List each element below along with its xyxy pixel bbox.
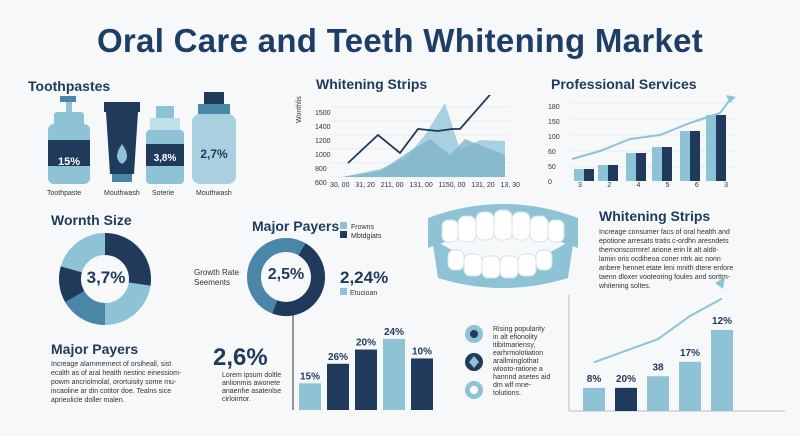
mid-bar — [355, 349, 377, 410]
product-label-2: Mouthwash — [104, 190, 140, 197]
strips-area-chart — [330, 95, 510, 178]
mouthwash-bottle-icon — [192, 92, 236, 184]
mid-bar — [299, 383, 321, 410]
right-bar-label: 20% — [616, 374, 636, 385]
product-illustrations — [48, 92, 236, 184]
payers-center-value: 2,5% — [267, 266, 305, 283]
whitening-text-heading: Whitening Strips — [599, 208, 711, 224]
stat-description: Lorem ipsum doltle anlionmis awonete anaen… — [222, 372, 282, 403]
right-bar — [583, 387, 605, 411]
product-badge-4: 2,7% — [200, 147, 228, 161]
mid-bar-chart: 15% 26% 20% 24% 10% — [292, 310, 433, 410]
strips-trend-line — [347, 95, 491, 164]
professional-trend-line — [571, 96, 733, 160]
wornth-heading: Wornth Size — [51, 212, 132, 228]
soterie-bottle-icon — [146, 106, 184, 184]
wornth-center-value: 3,7% — [86, 268, 126, 287]
stat-value: 2,6% — [213, 344, 268, 371]
page-title: Oral Care and Teeth Whitening Market — [96, 22, 704, 59]
right-bar — [679, 361, 701, 411]
right-bar — [615, 387, 637, 411]
mid-bar-label: 20% — [356, 338, 376, 349]
product-label-1: Toothpaste — [47, 190, 82, 197]
whitening-text-body: Increage consumer facs of oral health an… — [599, 229, 734, 290]
major-payers-text-heading: Major Payers — [51, 341, 139, 357]
payers-legend: Frowns Mbtdgiats — [340, 222, 381, 240]
mid-bar — [411, 358, 433, 410]
right-bar-label: 38 — [652, 362, 664, 373]
wornth-donut-chart — [59, 233, 151, 325]
product-label-3: Soterie — [152, 190, 175, 197]
payers-donut-chart — [247, 238, 325, 316]
right-bar-label: 8% — [587, 374, 602, 385]
feature-list: Rising popularity in alt efionolity itibit… — [493, 326, 551, 397]
mouthwash-tube-icon — [104, 102, 140, 182]
strips-yticks: 1500 1400 1200 1000 800 600 — [315, 110, 331, 187]
professional-heading: Professional Services — [551, 76, 697, 92]
right-bar-label: 17% — [680, 348, 700, 359]
right-bar-label: 12% — [712, 316, 732, 327]
product-badge-3: 3,8% — [153, 153, 177, 164]
product-label-4: Mouthwash — [196, 190, 232, 197]
mid-bar-label: 15% — [300, 371, 320, 382]
right-bar — [711, 329, 733, 411]
major-payers-heading: Major Payers — [252, 218, 340, 234]
toothpaste-bottle-icon — [48, 96, 90, 184]
mid-bar — [383, 338, 405, 410]
feature-icons — [465, 325, 483, 399]
mid-bar-label: 26% — [328, 352, 348, 363]
strips-ylabel: Wonthlis — [296, 96, 303, 123]
strips-chart-heading: Whitening Strips — [316, 76, 428, 92]
right-bar-chart: 8% 20% 38 17% 12% — [568, 277, 785, 412]
product-badge-1: 15% — [57, 156, 81, 168]
right-bar — [647, 376, 669, 411]
strips-xticks: 30, 00 31, 20 211, 00 131, 00 1150, 00 131, 2… — [330, 182, 520, 189]
payers-stat-label: Etucioan — [340, 288, 377, 297]
growth-rate-label: Growth Rate Seements — [194, 268, 239, 287]
major-payers-text-body: Increage alarnmernect of orsiheall, sist… — [51, 361, 182, 404]
teeth-illustration — [428, 204, 578, 288]
professional-yticks: 180 150 100 60 50 0 — [548, 104, 560, 186]
payers-stat-value: 2,24% — [340, 268, 389, 287]
professional-bar-chart — [570, 95, 736, 181]
trend-arrow-icon — [715, 277, 725, 289]
mid-bar-label: 24% — [384, 327, 404, 338]
mid-bar — [327, 363, 349, 410]
toothpastes-heading: Toothpastes — [28, 78, 111, 94]
right-trend-line — [593, 297, 723, 364]
mid-bar-label: 10% — [412, 346, 432, 357]
